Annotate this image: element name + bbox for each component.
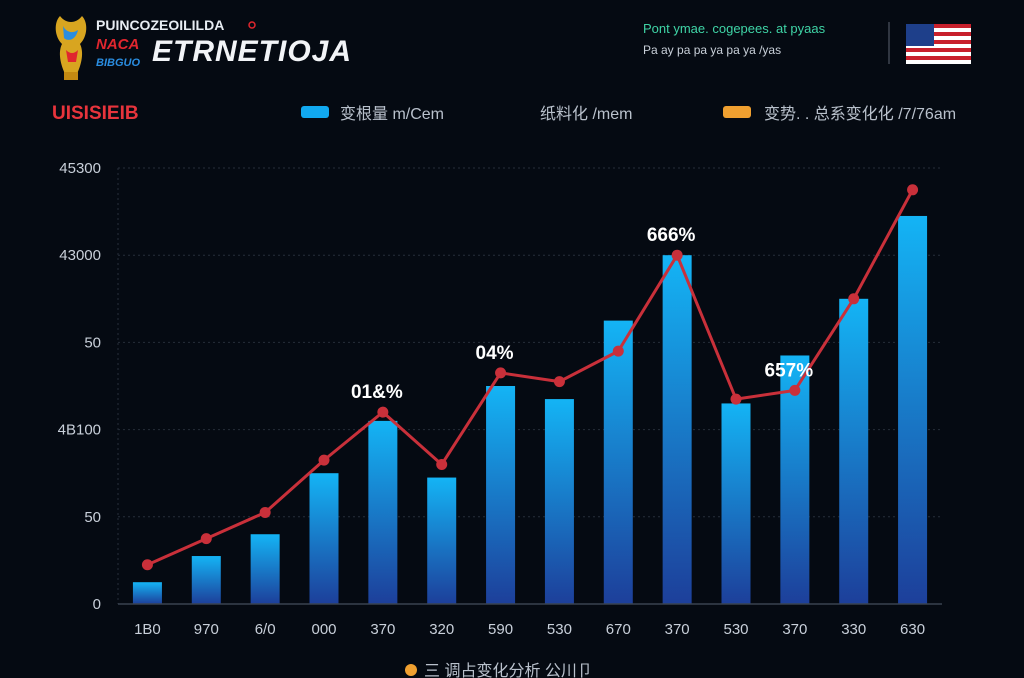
bar — [721, 403, 751, 604]
bar — [898, 215, 928, 604]
bar — [544, 399, 574, 604]
y-axis-ticks: 0 50 4B100 50 43000 45300 — [58, 160, 101, 613]
x-tick-label: 530 — [547, 621, 572, 638]
y-tick-label: 43000 — [59, 247, 101, 264]
grid-lines — [117, 167, 942, 604]
line-point — [436, 458, 448, 470]
line-point — [318, 454, 330, 466]
x-tick-label: 370 — [665, 621, 690, 638]
line-point — [200, 533, 212, 545]
legend-swatch-2 — [723, 106, 751, 118]
data-label: 04% — [476, 343, 514, 364]
bar — [662, 255, 692, 604]
y-tick-label: 0 — [93, 596, 101, 613]
bar — [191, 556, 221, 604]
data-label: 01&% — [351, 382, 403, 403]
bar-series — [132, 215, 928, 604]
data-annotations: 01&% 04% 666% 657% — [351, 225, 813, 403]
bar — [368, 420, 398, 604]
bar — [250, 534, 280, 604]
x-tick-label: 670 — [606, 621, 631, 638]
line-point — [495, 367, 507, 379]
line-point — [259, 506, 271, 518]
bar — [780, 355, 810, 604]
legend-label-0: 变根量 m/Cem — [340, 105, 444, 123]
trophy-logo-icon — [55, 16, 87, 80]
x-axis-ticks: 1B0 970 6/0 000 370 320 590 530 670 370 530 370 330 6… — [134, 621, 925, 638]
data-label: 666% — [647, 225, 696, 246]
x-tick-label: 370 — [782, 621, 807, 638]
x-tick-label: 320 — [429, 621, 454, 638]
legend-label-2: 变势. . 总系变化化 /7/76am — [764, 105, 956, 123]
logo-line-3: BIBGUO — [96, 57, 140, 69]
bar — [132, 582, 162, 604]
line-point — [671, 249, 683, 261]
x-tick-label: 1B0 — [134, 621, 161, 638]
section-label: UISISIEIB — [52, 103, 139, 124]
y-tick-label: 45300 — [59, 160, 101, 177]
x-tick-label: 590 — [488, 621, 513, 638]
line-point — [553, 376, 565, 388]
footer-bullet-icon — [405, 664, 417, 676]
logo-line-1: PUINCOZEOILILDA — [96, 17, 224, 33]
x-tick-label: 370 — [370, 621, 395, 638]
bar — [603, 320, 633, 604]
x-tick-label: 970 — [194, 621, 219, 638]
line-point — [789, 384, 801, 396]
footer-note: 三 调占变化分析 公川卩 — [424, 662, 593, 678]
bar — [839, 298, 869, 604]
line-point — [377, 406, 389, 418]
logo-dot-icon — [248, 21, 256, 29]
y-tick-label: 50 — [84, 509, 101, 526]
line-point — [848, 293, 860, 305]
legend-label-1: 纸料化 /mem — [540, 105, 632, 123]
x-tick-label: 630 — [900, 621, 925, 638]
y-tick-label: 4B100 — [58, 422, 101, 439]
bar — [427, 477, 457, 604]
line-point — [907, 184, 919, 196]
bar — [309, 473, 339, 604]
brand-title: ETRNETIOJA — [152, 35, 352, 68]
bar — [486, 386, 516, 604]
line-series — [141, 184, 919, 571]
line-point — [141, 559, 153, 571]
header-right-line-1: Pont ymae. cogepees. at pyaas — [643, 21, 826, 36]
line-point — [612, 345, 624, 357]
us-flag-icon — [906, 24, 971, 64]
x-tick-label: 330 — [841, 621, 866, 638]
x-tick-label: 000 — [311, 621, 336, 638]
y-tick-label: 50 — [84, 334, 101, 351]
header-right-line-2: Pa ay pa pa ya pa ya /yas — [643, 43, 781, 57]
x-tick-label: 6/0 — [255, 621, 276, 638]
legend-swatch-0 — [301, 106, 329, 118]
data-label: 657% — [765, 360, 814, 381]
series-line — [146, 189, 914, 567]
x-tick-label: 530 — [723, 621, 748, 638]
logo-line-2: NACA — [96, 36, 139, 53]
line-point — [730, 393, 742, 405]
